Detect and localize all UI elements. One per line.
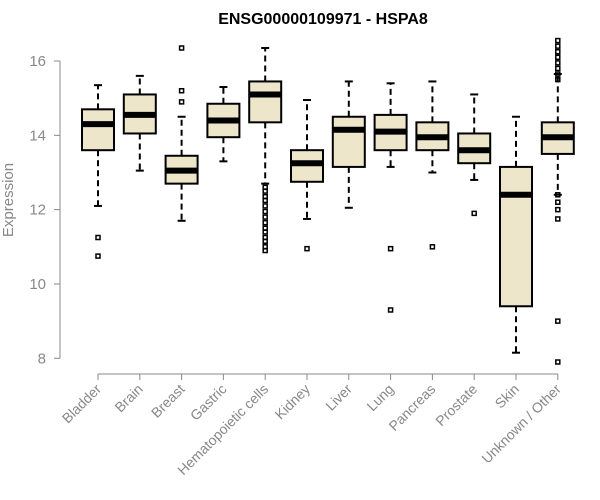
x-tick-label: Liver <box>322 381 355 414</box>
x-tick-label: Kidney <box>272 381 314 423</box>
outlier-point <box>555 206 561 213</box>
outlier-point <box>95 234 101 241</box>
iqr-box <box>81 108 115 152</box>
outlier-point <box>555 60 561 66</box>
outlier-point <box>555 48 561 55</box>
outlier-point <box>262 197 268 204</box>
box-group <box>122 74 157 172</box>
outlier-point <box>555 318 561 324</box>
iqr-box <box>248 80 283 124</box>
box-group <box>81 84 115 259</box>
outlier-point <box>555 199 561 205</box>
outlier-point <box>262 229 268 235</box>
x-tick-label: Breast <box>148 381 188 421</box>
outlier-point <box>95 253 101 259</box>
boxes <box>81 37 575 365</box>
box-group <box>499 115 533 354</box>
y-tick-label: 12 <box>29 202 46 219</box>
iqr-box <box>499 165 533 308</box>
outlier-point <box>262 238 268 244</box>
y-tick-label: 10 <box>29 276 46 293</box>
x-tick-label: Unknown / Other <box>478 381 564 467</box>
x-tick-label: Lung <box>363 381 396 414</box>
outlier-point <box>429 244 436 250</box>
iqr-box <box>331 115 366 168</box>
x-tick-label: Bladder <box>59 381 105 427</box>
outlier-point <box>471 210 477 217</box>
outlier-point <box>387 307 394 313</box>
y-tick-label: 16 <box>29 53 46 70</box>
outlier-point <box>555 71 561 77</box>
y-tick-label: 14 <box>29 127 46 144</box>
box-group <box>206 86 241 163</box>
box-group <box>373 82 408 313</box>
y-axis-label: Expression <box>0 163 17 237</box>
x-tick-label: Prostate <box>432 381 480 429</box>
outlier-point <box>555 216 561 222</box>
outlier-point <box>178 87 185 94</box>
outlier-point <box>555 76 561 83</box>
x-tick-label: Skin <box>492 381 523 412</box>
box-group <box>457 93 492 217</box>
outlier-point <box>262 214 268 220</box>
outlier-point <box>555 192 561 198</box>
box-group <box>164 45 199 222</box>
box-group <box>540 37 575 365</box>
box-group <box>290 99 324 252</box>
outlier-point <box>262 247 268 254</box>
outlier-point <box>555 37 561 44</box>
box-group <box>248 47 283 254</box>
outlier-point <box>555 359 561 365</box>
outlier-point <box>555 43 561 49</box>
y-axis: 8 10 12 14 16 <box>29 53 61 367</box>
outlier-point <box>262 203 268 209</box>
outlier-point <box>262 219 268 226</box>
box-group <box>415 80 450 250</box>
outlier-point <box>262 188 268 194</box>
outlier-point <box>555 65 561 72</box>
x-tick-label: Brain <box>111 381 145 415</box>
outlier-point <box>178 99 185 105</box>
outlier-point <box>387 245 394 252</box>
outlier-point <box>262 208 268 215</box>
box-group <box>331 80 366 209</box>
outlier-point <box>555 54 561 61</box>
outlier-point <box>178 45 185 51</box>
chart-title: ENSG00000109971 - HSPA8 <box>218 11 428 28</box>
outlier-point <box>304 245 310 252</box>
y-tick-label: 8 <box>38 350 46 367</box>
